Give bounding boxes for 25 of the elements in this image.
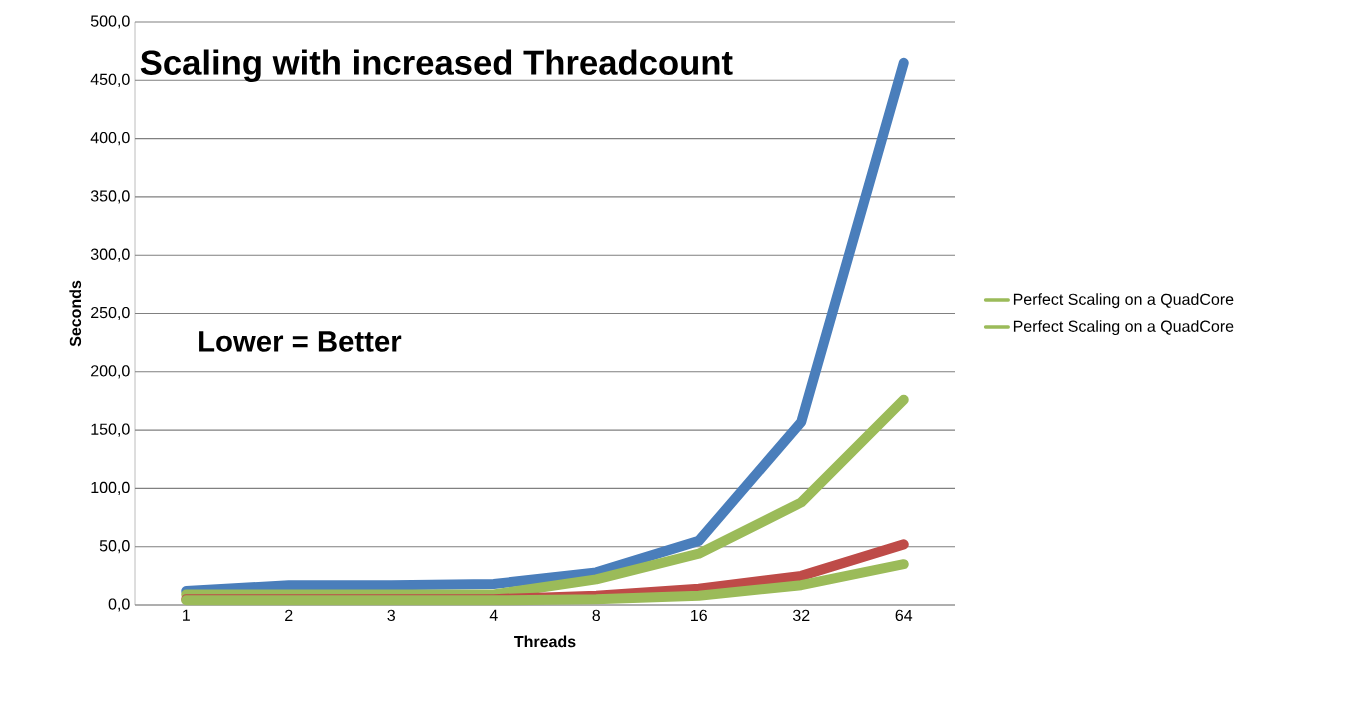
y-tick-label: 150,0 — [91, 423, 130, 437]
y-axis-title: Seconds — [69, 280, 82, 347]
x-tick-label: 32 — [792, 609, 810, 622]
y-tick-label: 100,0 — [91, 481, 130, 496]
x-tick-label: 16 — [691, 609, 707, 622]
y-tick-label: 450,0 — [90, 73, 130, 87]
y-tick-label: 50,0 — [99, 540, 130, 554]
x-tick-label: 8 — [592, 609, 600, 622]
y-tick-label: 350,0 — [90, 190, 130, 204]
x-tick-label: 1 — [183, 609, 190, 621]
y-tick-label: 200,0 — [91, 365, 130, 379]
y-tick-label: 0,0 — [108, 598, 130, 612]
y-tick-label: 300,0 — [90, 248, 130, 262]
x-tick-label: 4 — [489, 609, 498, 621]
legend-label: Perfect Scaling on a QuadCore — [1013, 320, 1234, 336]
x-axis-title: Threads — [514, 635, 576, 648]
legend-label: Perfect Scaling on a QuadCore — [1013, 293, 1234, 309]
annotation: Lower = Better — [199, 331, 402, 352]
x-tick-label: 2 — [285, 609, 293, 621]
x-tick-label: 3 — [387, 609, 395, 622]
y-tick-label: 500,0 — [90, 15, 130, 29]
text: Scaling with increased Threadcount — [140, 49, 733, 82]
y-tick-label: 400,0 — [90, 131, 130, 146]
y-tick-label: 250,0 — [91, 306, 130, 321]
x-tick-label: 64 — [895, 609, 913, 622]
